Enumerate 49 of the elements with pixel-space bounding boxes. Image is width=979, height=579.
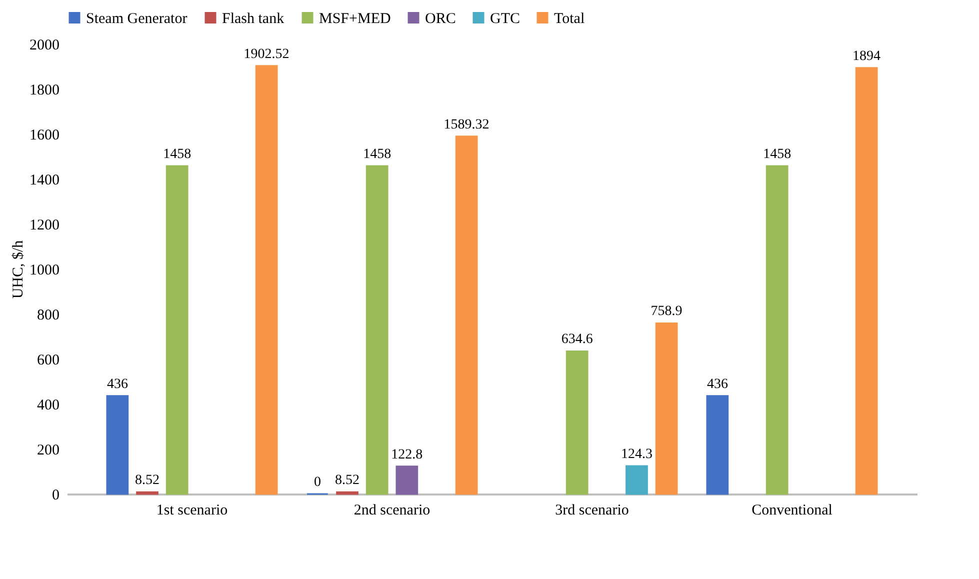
bar [366,165,388,495]
y-tick-label: 1000 [30,262,60,278]
bar [255,65,278,495]
data-label: 8.52 [335,473,360,488]
bar [455,136,478,495]
data-label: 436 [706,376,728,392]
legend-label: Flash tank [222,10,285,27]
x-tick-label: 3rd scenario [555,502,629,518]
data-label: 1894 [852,48,881,64]
bar [855,67,878,495]
y-tick-label: 1400 [30,172,60,188]
y-tick-label: 1200 [30,218,60,234]
y-tick-label: 600 [37,352,60,368]
data-label: 122.8 [391,447,423,462]
x-tick-label: 1st scenario [156,502,228,518]
y-tick-label: 0 [52,488,60,504]
y-tick-label: 400 [37,398,60,414]
y-tick-label: 800 [37,308,60,324]
y-axis-title: UHC, $/h [10,240,26,299]
legend-label: GTC [490,10,520,27]
x-tick-label: 2nd scenario [354,502,430,518]
bar [655,322,678,495]
data-label: 758.9 [650,304,682,320]
data-label: 436 [106,376,128,392]
legend-label: Steam Generator [86,10,188,27]
bar [626,465,648,495]
legend-label: MSF+MED [319,10,391,27]
x-tick-label: Conventional [752,502,832,518]
y-tick-label: 2000 [30,38,60,54]
data-label: 1589.32 [444,117,490,132]
legend-label: ORC [425,10,456,27]
data-label: 1902.52 [244,46,290,62]
data-label: 634.6 [561,332,593,348]
bar [766,165,788,495]
data-label: 1458 [163,146,192,162]
data-label: 1458 [363,146,392,162]
data-label: 8.52 [135,473,160,488]
data-label: 1458 [763,146,792,162]
bar [706,395,729,495]
y-tick-label: 200 [37,442,60,458]
y-tick-label: 1600 [30,128,60,144]
data-label: 0 [314,475,321,490]
bar [106,395,129,495]
y-tick-label: 1800 [30,82,60,98]
bar [566,350,588,495]
bar [166,165,188,495]
bar [396,466,418,495]
legend-label: Total [554,10,585,27]
data-label: 124.3 [620,447,652,462]
